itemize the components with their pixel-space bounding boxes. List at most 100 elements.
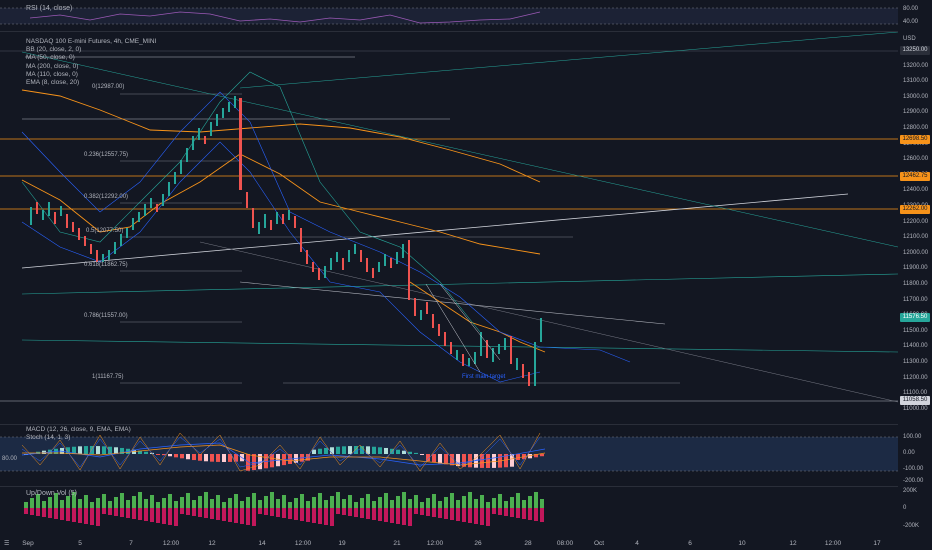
macd-bar (516, 454, 520, 461)
volume-down-bar (432, 508, 436, 517)
price-axis-label: 12000.00 (903, 249, 929, 256)
stoch-label[interactable]: Stoch (14, 1, 3) (26, 434, 71, 442)
macd-bar (432, 454, 436, 463)
volume-up-bar (510, 497, 514, 508)
volume-down-bar (384, 508, 388, 522)
volume-down-bar (120, 508, 124, 517)
volume-down-bar (360, 508, 364, 518)
volume-down-bar (198, 508, 202, 517)
volume-down-bar (402, 508, 406, 525)
volume-down-bar (72, 508, 76, 522)
volume-up-bar (426, 498, 430, 508)
volume-down-bar (192, 508, 196, 516)
macd-label[interactable]: MACD (12, 26, close, 9, EMA, EMA) (26, 426, 131, 433)
indicator-ma110[interactable]: MA (110, close, 0) (26, 70, 78, 78)
vol-axis-200k: 200K (903, 488, 918, 494)
macd-bar (162, 454, 166, 456)
tradingview-logo-icon[interactable]: ☰ (4, 541, 10, 547)
time-axis-label: 12:00 (824, 540, 842, 547)
macd-axis-m100: -100.00 (903, 466, 924, 472)
macd-chart (0, 432, 898, 472)
volume-down-bar (108, 508, 112, 515)
volume-down-bar (96, 508, 100, 526)
macd-bar (222, 454, 226, 462)
time-axis-label: Oct (593, 540, 605, 547)
volume-up-bar (30, 498, 34, 508)
volume-down-bar (42, 508, 46, 517)
volume-up-bar (390, 500, 394, 508)
candles (30, 96, 542, 386)
volume-up-bar (456, 500, 460, 508)
volume-up-bar (348, 495, 352, 508)
volume-up-bar (108, 501, 112, 508)
volume-up-bar (90, 502, 94, 508)
price-axis-label: 12600.00 (903, 156, 929, 163)
volume-down-bar (498, 508, 502, 515)
volume-down-bar (408, 508, 412, 526)
vol-axis-m200k: -200K (903, 523, 920, 529)
volume-up-bar (252, 493, 256, 508)
volume-up-bar (486, 502, 490, 508)
macd-bar (486, 454, 490, 468)
macd-bar (78, 446, 82, 454)
volume-up-bar (378, 497, 382, 508)
volume-down-bar (24, 508, 28, 514)
price-axis-label: 11400.00 (903, 343, 928, 350)
volume-down-bar (516, 508, 520, 518)
volume-up-bar (294, 498, 298, 508)
volume-up-bar (300, 494, 304, 508)
rsi-label: RSI (14, close) (26, 5, 73, 12)
volume-pane[interactable]: Up/Down Vol (5) 200K 0 -200K (0, 487, 932, 537)
pane-separator[interactable] (0, 424, 898, 425)
price-axis-label: 11800.00 (903, 281, 928, 287)
price-axis-label: 11900.00 (903, 265, 928, 272)
price-tag-orange3: 12262.00 (900, 205, 930, 214)
macd-bar (420, 454, 424, 455)
volume-down-bar (114, 508, 118, 516)
volume-down-bar (378, 508, 382, 521)
price-tag-top: 13250.00 (900, 46, 930, 55)
volume-up-bar (516, 493, 520, 508)
pane-separator[interactable] (0, 486, 898, 487)
indicator-ema[interactable]: EMA (8, close, 20) (26, 79, 80, 87)
volume-label[interactable]: Up/Down Vol (5) (26, 490, 77, 497)
price-axis-label: 12100.00 (903, 234, 929, 241)
fib-0618: 0.618(11862.75) (84, 262, 128, 268)
volume-down-bar (48, 508, 52, 518)
volume-down-bar (294, 508, 298, 520)
volume-up-bar (372, 501, 376, 508)
indicator-bb[interactable]: BB (20, close, 2, 0) (26, 46, 82, 54)
volume-up-bar (414, 495, 418, 508)
price-axis-label: 11000.00 (903, 405, 928, 412)
volume-up-bar (48, 497, 52, 508)
macd-bar (504, 454, 508, 468)
macd-bar (528, 454, 532, 459)
volume-down-bar (282, 508, 286, 518)
macd-bar (258, 454, 262, 470)
volume-up-bar (156, 502, 160, 508)
volume-up-bar (210, 499, 214, 508)
rsi-pane[interactable]: RSI (14, close) 80.00 40.00 (0, 0, 932, 30)
time-axis-label: 28 (524, 540, 532, 547)
volume-down-bar (90, 508, 94, 525)
indicator-ma50[interactable]: MA (50, close, 0) (26, 54, 75, 62)
macd-pane[interactable]: MACD (12, 26, close, 9, EMA, EMA) Stoch … (0, 425, 932, 485)
macd-bar (324, 447, 328, 454)
volume-up-bar (120, 493, 124, 508)
volume-down-bar (480, 508, 484, 525)
volume-down-bar (186, 508, 190, 515)
fib-0382: 0.382(12292.00) (84, 194, 129, 200)
macd-bar (456, 454, 460, 467)
volume-down-bar (372, 508, 376, 520)
volume-down-bar (366, 508, 370, 519)
time-axis-label: 12:00 (294, 540, 312, 547)
indicator-ma200[interactable]: MA (200, close, 0) (26, 62, 79, 70)
macd-bar (84, 446, 88, 454)
time-axis-label: 21 (393, 540, 401, 547)
volume-up-bar (264, 496, 268, 508)
macd-bar (66, 447, 70, 454)
volume-down-bar (144, 508, 148, 521)
macd-bar (144, 451, 148, 454)
pane-separator[interactable] (0, 31, 898, 32)
price-pane[interactable]: NASDAQ 100 E-mini Futures, 4h, CME_MINI … (0, 32, 932, 424)
